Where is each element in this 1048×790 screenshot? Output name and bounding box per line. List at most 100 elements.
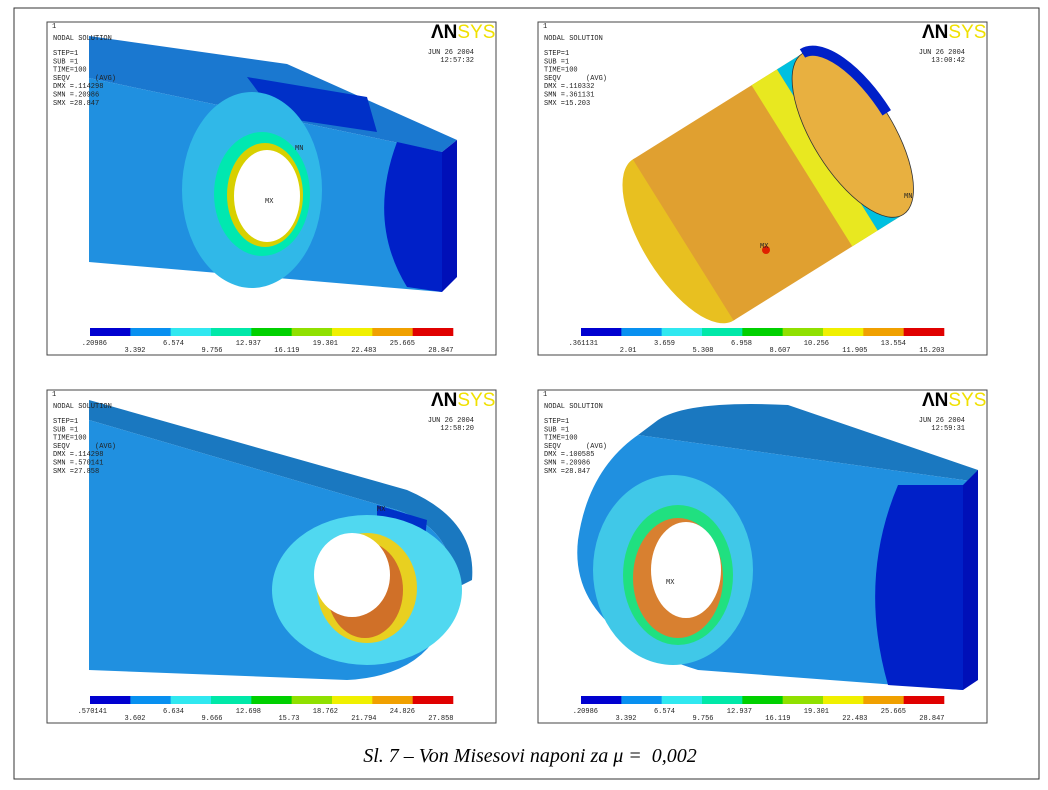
legend-label: 10.256 [804,340,829,348]
result-info: SUB =1 [53,58,78,66]
result-info: SEQV (AVG) [53,443,116,451]
legend-label: 6.634 [163,708,184,716]
figure-page: 1NODAL SOLUTIONSTEP=1SUB =1TIME=100SEQV … [0,0,1048,790]
result-info: STEP=1 [544,50,569,58]
legend-swatch [130,328,171,336]
marker-label: MX [377,506,386,514]
marker-label: MX [666,579,675,587]
legend-swatch [413,328,454,336]
result-info: TIME=100 [544,67,578,75]
legend-label: 8.607 [769,347,790,355]
result-info: SMN =.20986 [53,92,99,100]
shape [442,140,457,292]
legend-label: 2.01 [620,347,637,355]
result-info: SMN =.20986 [544,460,590,468]
result-info: SEQV (AVG) [544,75,607,83]
result-info: SMX =28.847 [544,468,590,476]
legend-label: 12.937 [727,708,752,716]
legend-swatch [211,696,252,704]
legend-swatch [621,328,662,336]
legend-label: 24.826 [390,708,415,716]
logo-accent: SYS [948,22,986,43]
logo: ΛNSYS [431,22,495,43]
legend-swatch [211,328,252,336]
legend-swatch [742,328,783,336]
legend-label: .570141 [78,708,107,716]
legend-label: 15.203 [919,347,944,355]
result-info: SMX =27.858 [53,468,99,476]
result-title: NODAL SOLUTION [544,403,603,411]
caption: Sl. 7 – Von Misesovi naponi za μ = 0,002 [363,745,697,767]
legend-label: 3.659 [654,340,675,348]
legend-swatch [621,696,662,704]
logo-main: ΛN [431,22,457,43]
result-info: SUB =1 [53,426,78,434]
marker-label: MX [265,198,274,206]
legend-swatch [581,328,622,336]
result-time: 12:58:20 [440,425,474,433]
legend-swatch [171,696,212,704]
legend-label: 6.574 [654,708,675,716]
legend-label: 3.392 [615,715,636,723]
result-title: NODAL SOLUTION [53,35,112,43]
logo-main: ΛN [922,390,948,411]
result-time: 13:00:42 [931,57,965,65]
legend-label: 6.574 [163,340,184,348]
logo-accent: SYS [457,390,495,411]
legend-swatch [702,696,743,704]
legend-label: 3.602 [124,715,145,723]
legend-swatch [90,328,131,336]
legend-label: 21.794 [351,715,376,723]
result-info: DMX =.114298 [53,451,103,459]
legend-label: 9.756 [692,715,713,723]
legend-swatch [90,696,131,704]
result-info: STEP=1 [53,418,78,426]
legend-label: 12.698 [236,708,261,716]
legend-label: 22.483 [351,347,376,355]
legend-swatch [783,328,824,336]
panel: 1NODAL SOLUTIONSTEP=1SUB =1TIME=100SEQV … [538,390,987,723]
result-date: JUN 26 2004 [428,49,474,57]
result-time: 12:59:31 [931,425,965,433]
legend-label: 19.301 [313,340,338,348]
result-title: NODAL SOLUTION [53,403,112,411]
legend-swatch [413,696,454,704]
legend-swatch [863,696,904,704]
marker-label: MN [295,145,303,153]
legend-swatch [292,696,333,704]
result-date: JUN 26 2004 [919,49,965,57]
result-info: STEP=1 [53,50,78,58]
marker-label: MN [904,193,912,201]
legend-swatch [863,328,904,336]
legend-swatch [171,328,212,336]
window-number: 1 [52,391,56,399]
legend-label: 22.483 [842,715,867,723]
hole [314,533,390,617]
logo-main: ΛN [922,22,948,43]
logo: ΛNSYS [431,390,495,411]
result-date: JUN 26 2004 [428,417,474,425]
logo: ΛNSYS [922,390,986,411]
result-info: DMX =.110332 [544,83,594,91]
legend-swatch [662,696,703,704]
result-time: 12:57:32 [440,57,474,65]
legend-label: 19.301 [804,708,829,716]
legend-swatch [904,696,945,704]
legend-swatch [904,328,945,336]
logo: ΛNSYS [922,22,986,43]
legend-label: 5.308 [692,347,713,355]
legend-swatch [292,328,333,336]
result-info: SMX =15.203 [544,100,590,108]
legend-swatch [823,696,864,704]
logo-main: ΛN [431,390,457,411]
legend-label: 9.756 [201,347,222,355]
legend-label: 25.665 [881,708,906,716]
legend-label: 28.847 [428,347,453,355]
shape [875,485,963,690]
legend-label: 3.392 [124,347,145,355]
result-info: SMX =28.847 [53,100,99,108]
window-number: 1 [543,391,547,399]
